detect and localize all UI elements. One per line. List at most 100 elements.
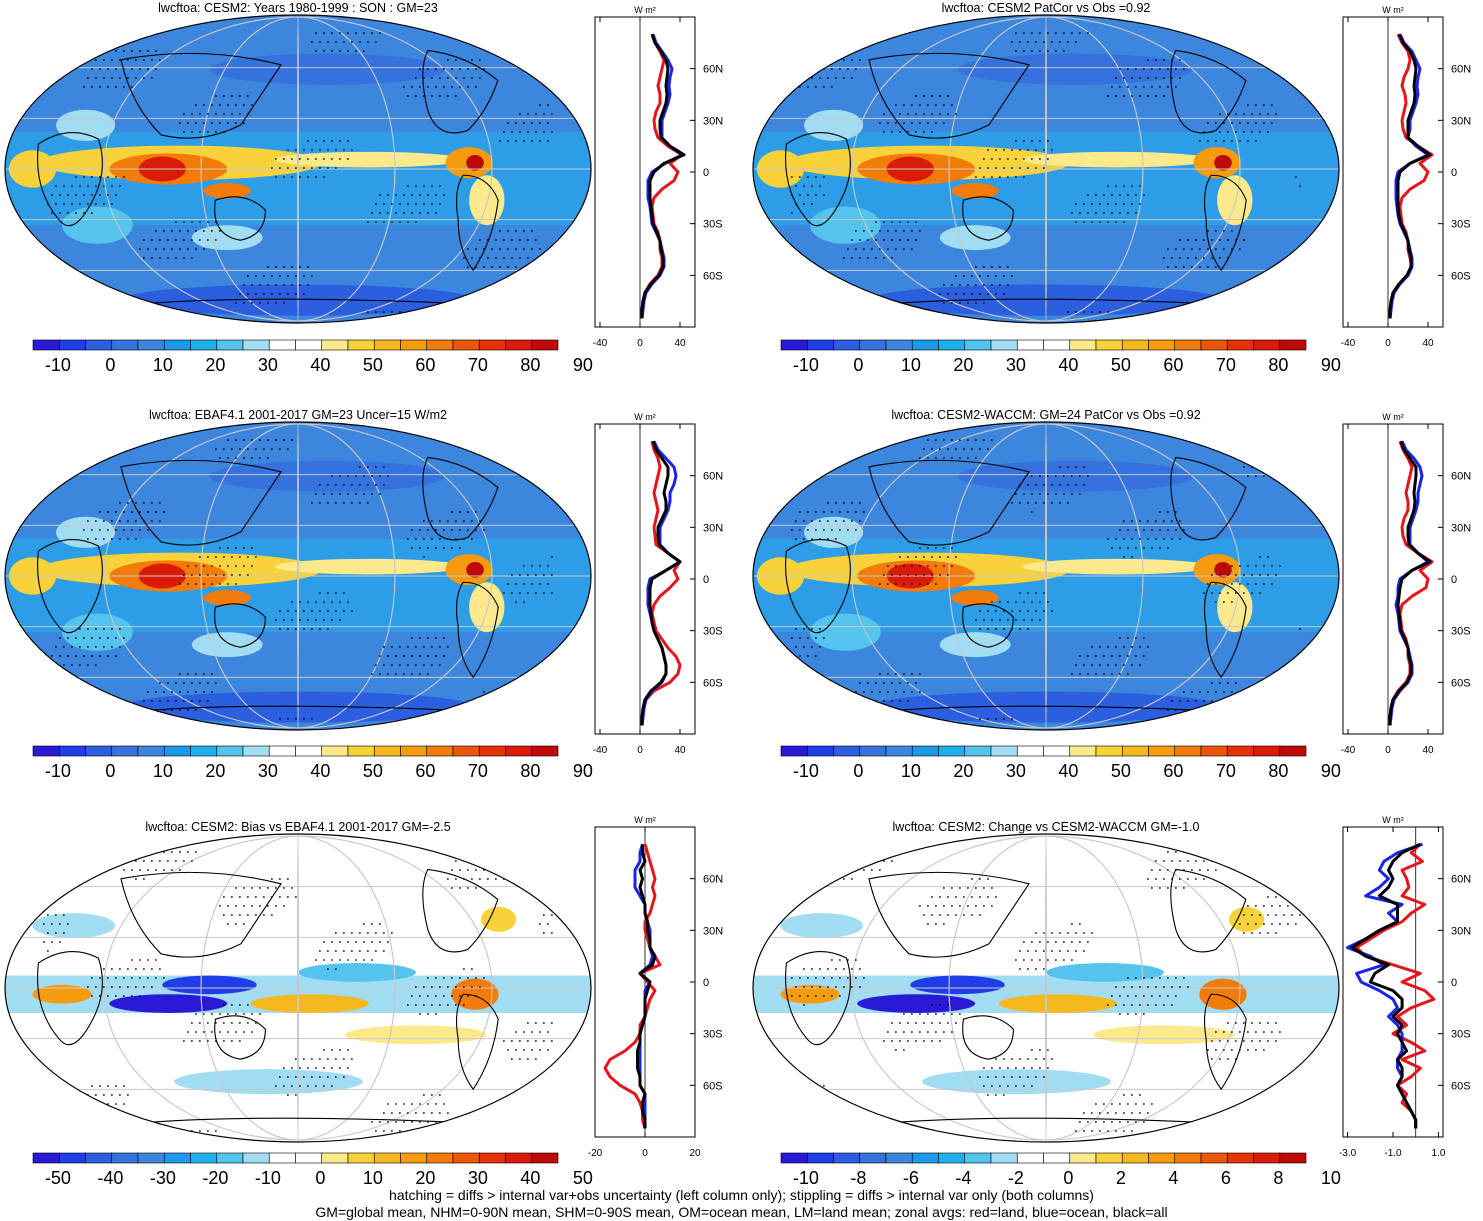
- colorbar-bin: [295, 339, 323, 351]
- colorbar-bin: [990, 1152, 1018, 1164]
- colorbar-bin: [806, 745, 834, 757]
- zonal-unit-label: W m²: [1382, 815, 1404, 825]
- zonal-line-ocean: [1388, 33, 1430, 319]
- colorbar-bin: [964, 339, 992, 351]
- colorbar-tick-label: 80: [1268, 761, 1288, 781]
- colorbar-tick-label: -10: [255, 1168, 281, 1188]
- map-border: [752, 14, 1340, 324]
- zonal-mean-plot: W m² -20 0 20 60N 30N 0 30S 60S: [588, 815, 723, 1159]
- coastline: [214, 196, 266, 241]
- x-tick-label: 0: [1385, 745, 1391, 756]
- colorbar-bin: [321, 1152, 349, 1164]
- coastline: [785, 951, 851, 1046]
- colorbar: -50 -40 -30 -20 -10 0 10 20 30 40 50: [32, 1152, 593, 1188]
- world-map: [752, 421, 1340, 731]
- map-border: [4, 421, 592, 731]
- zonal-line-land: [640, 33, 684, 319]
- longitude-gridline: [1045, 423, 1047, 729]
- colorbar-bin: [190, 339, 218, 351]
- colorbar-tick-label: 20: [953, 761, 973, 781]
- colorbar-bin: [780, 339, 808, 351]
- coastline: [785, 539, 851, 634]
- colorbar-bin: [85, 339, 113, 351]
- coastline: [1204, 581, 1247, 679]
- colorbar: -10 0 10 20 30 40 50 60 70 80 90: [780, 745, 1341, 781]
- colorbar-tick-label: 8: [1273, 1168, 1283, 1188]
- colorbar-bin: [137, 745, 165, 757]
- coastline: [1170, 49, 1247, 134]
- colorbar-bin: [1174, 339, 1202, 351]
- zonal-line-all: [1388, 440, 1432, 726]
- field-contour: [469, 582, 505, 633]
- colorbar-tick-label: 90: [573, 761, 593, 781]
- colorbar-bin: [531, 1152, 559, 1164]
- colorbar-tick-label: 6: [1221, 1168, 1231, 1188]
- longitude-gridline: [103, 16, 493, 322]
- colorbar-bin: [426, 339, 454, 351]
- field-contour: [203, 183, 251, 199]
- colorbar-bin: [1174, 745, 1202, 757]
- zonal-mean-plot: W m² -40 0 40 60N 30N 0 30S 60S: [1341, 412, 1471, 756]
- latitude-label: 60S: [1451, 270, 1471, 282]
- field-contour: [203, 590, 251, 606]
- latitude-label: 30N: [703, 522, 723, 534]
- x-tick-label: 0: [1385, 338, 1391, 349]
- colorbar-bin: [1279, 1152, 1307, 1164]
- field-contour: [1046, 963, 1164, 982]
- colorbar-tick-label: 4: [1168, 1168, 1178, 1188]
- latitude-label: 30S: [703, 1029, 723, 1041]
- colorbar-bin: [1121, 745, 1149, 757]
- zonal-frame: [594, 16, 696, 328]
- colorbar-bin: [452, 339, 480, 351]
- field-contour: [957, 460, 1194, 492]
- colorbar-bin: [505, 745, 533, 757]
- field-contour: [957, 53, 1194, 85]
- colorbar-bin: [1226, 1152, 1254, 1164]
- x-tick-label: -40: [593, 745, 608, 756]
- field-contour: [56, 516, 116, 548]
- latitude-label: 30N: [703, 925, 723, 937]
- colorbar-bin: [1016, 1152, 1044, 1164]
- world-map: [4, 421, 592, 731]
- x-tick-label: -40: [1341, 338, 1356, 349]
- zonal-line-land: [1388, 440, 1434, 726]
- zonal-line-all: [1388, 33, 1432, 319]
- latitude-label: 60N: [1451, 64, 1471, 76]
- colorbar-bin: [1043, 745, 1071, 757]
- latitude-label: 0: [1451, 167, 1457, 179]
- colorbar-bin: [1095, 1152, 1123, 1164]
- latitude-label: 0: [703, 167, 709, 179]
- coastline: [1204, 993, 1247, 1091]
- colorbar-bin: [1200, 339, 1228, 351]
- colorbar-bin: [452, 745, 480, 757]
- colorbar-bin: [373, 339, 401, 351]
- colorbar-tick-label: 70: [1216, 761, 1236, 781]
- colorbar-bin: [111, 1152, 139, 1164]
- field-contour: [274, 151, 464, 168]
- colorbar-bin: [1043, 339, 1071, 351]
- colorbar-bin: [216, 1152, 244, 1164]
- longitude-gridline: [103, 835, 493, 1141]
- x-tick-label: -3.0: [1339, 1148, 1357, 1159]
- field-contour: [469, 175, 505, 226]
- x-tick-label: -40: [1341, 745, 1356, 756]
- colorbar-tick-label: -30: [150, 1168, 176, 1188]
- colorbar-tick-label: 80: [520, 761, 540, 781]
- colorbar-bin: [478, 1152, 506, 1164]
- colorbar-tick-label: 20: [953, 355, 973, 375]
- colorbar-bin: [1095, 339, 1123, 351]
- colorbar-tick-label: 60: [1163, 761, 1183, 781]
- colorbar-tick-label: 50: [1111, 355, 1131, 375]
- colorbar-bin: [137, 1152, 165, 1164]
- x-tick-label: -40: [593, 338, 608, 349]
- colorbar-bin: [1069, 339, 1097, 351]
- colorbar-tick-label: 70: [1216, 355, 1236, 375]
- colorbar-bin: [1148, 339, 1176, 351]
- colorbar-bin: [242, 1152, 270, 1164]
- stippling: [790, 439, 1301, 720]
- zonal-line-land: [1355, 843, 1436, 1129]
- colorbar-bin: [1069, 1152, 1097, 1164]
- colorbar-bin: [531, 745, 559, 757]
- colorbar-bin: [885, 339, 913, 351]
- coastline: [898, 705, 1199, 711]
